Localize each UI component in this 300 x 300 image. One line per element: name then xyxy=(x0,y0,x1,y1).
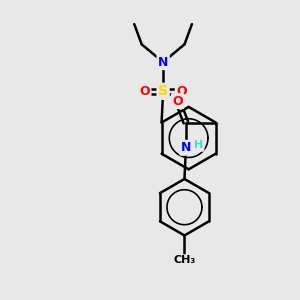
Text: O: O xyxy=(140,85,150,98)
Text: CH₃: CH₃ xyxy=(173,255,196,266)
Text: O: O xyxy=(176,85,187,98)
Text: O: O xyxy=(172,94,183,108)
Text: S: S xyxy=(158,84,168,98)
Text: N: N xyxy=(181,141,191,154)
Text: N: N xyxy=(158,56,168,69)
Text: H: H xyxy=(194,140,203,150)
